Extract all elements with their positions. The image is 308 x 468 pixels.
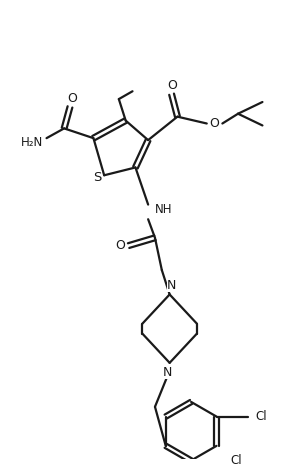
Text: O: O [115,239,125,252]
Text: H₂N: H₂N [20,136,43,148]
Text: S: S [93,171,102,184]
Text: O: O [210,117,220,130]
Text: N: N [167,278,176,292]
Text: Cl: Cl [230,454,242,467]
Text: N: N [163,366,172,379]
Text: O: O [168,79,177,92]
Text: Cl: Cl [256,410,267,423]
Text: NH: NH [155,203,172,216]
Text: O: O [67,92,77,105]
